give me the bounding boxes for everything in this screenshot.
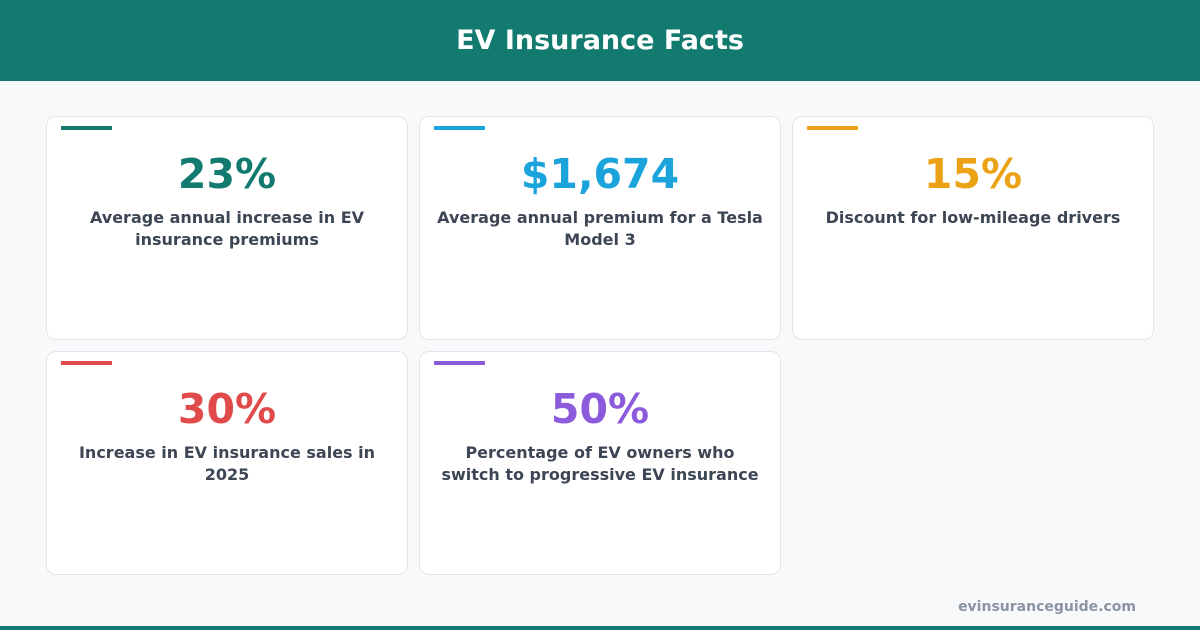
accent-bar bbox=[434, 126, 485, 130]
title: EV Insurance Facts bbox=[456, 25, 744, 56]
accent-bar bbox=[434, 361, 485, 365]
stat-card: $1,674 Average annual premium for a Tesla… bbox=[419, 116, 781, 340]
stat-label: Average annual premium for a Tesla Model… bbox=[437, 208, 763, 249]
stat-label: Increase in EV insurance sales in 2025 bbox=[78, 443, 376, 484]
accent-bar bbox=[61, 126, 112, 130]
stat-value: $1,674 bbox=[520, 150, 680, 198]
footer-site: evinsuranceguide.com bbox=[958, 599, 1136, 615]
stat-card: 30% Increase in EV insurance sales in 202… bbox=[46, 351, 408, 575]
accent-bar bbox=[61, 361, 112, 365]
stat-card: 50% Percentage of EV owners who switch to… bbox=[419, 351, 781, 575]
bottom-bar bbox=[0, 626, 1200, 630]
stat-value: 30% bbox=[177, 385, 277, 433]
stat-card: 23% Average annual increase in EV insuran… bbox=[46, 116, 408, 340]
header: EV Insurance Facts bbox=[0, 0, 1200, 81]
stat-label: Discount for low-mileage drivers bbox=[825, 208, 1121, 227]
stat-value: 23% bbox=[177, 150, 277, 198]
stat-label: Average annual increase in EV insurance … bbox=[89, 208, 365, 249]
stat-label: Percentage of EV owners who switch to pr… bbox=[441, 443, 759, 484]
accent-bar bbox=[807, 126, 858, 130]
stat-value: 15% bbox=[923, 150, 1023, 198]
card-grid: 23% Average annual increase in EV insuran… bbox=[46, 116, 1154, 575]
stat-card: 15% Discount for low-mileage drivers bbox=[792, 116, 1154, 340]
stat-value: 50% bbox=[550, 385, 650, 433]
